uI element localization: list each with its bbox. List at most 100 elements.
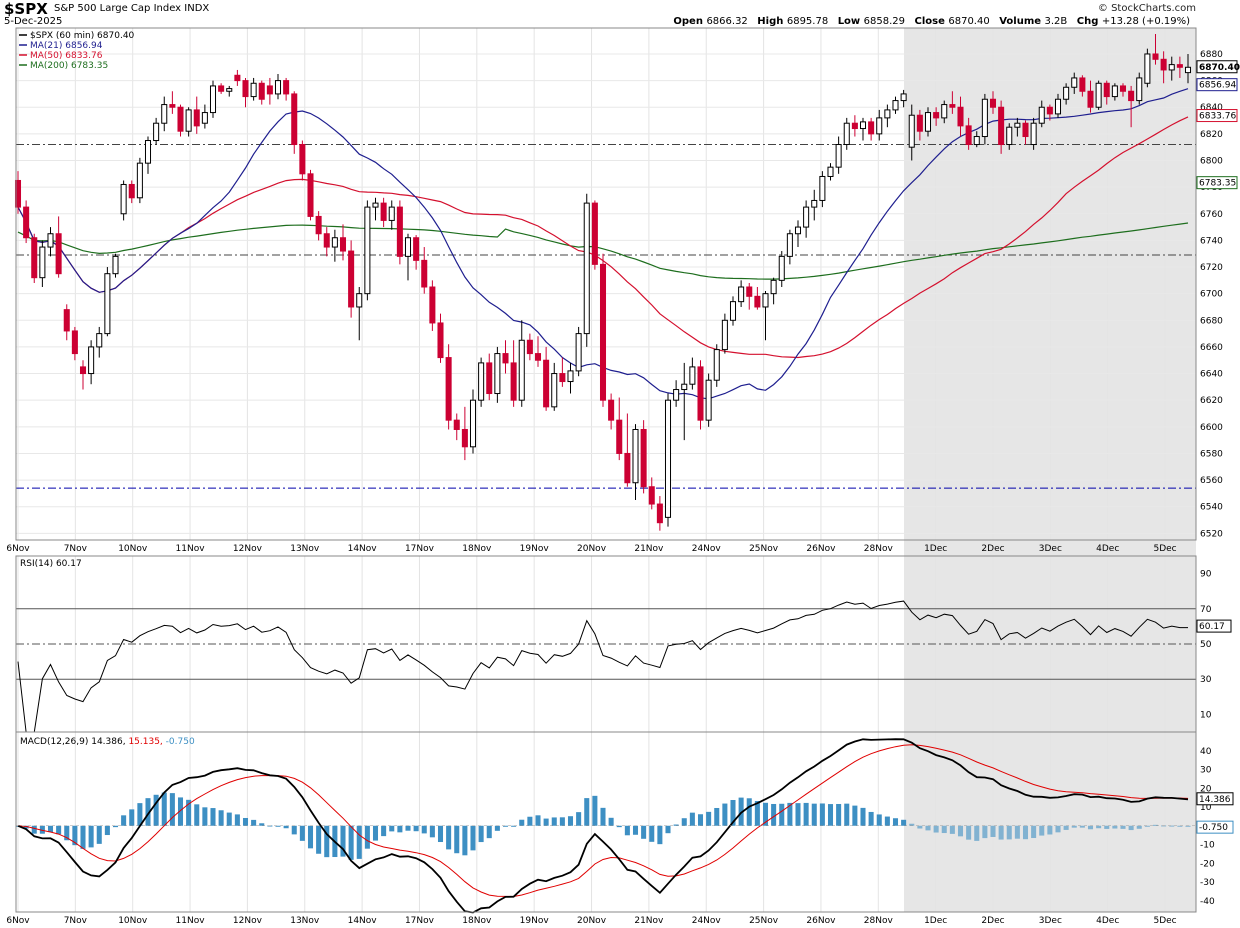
candle-body	[494, 353, 501, 395]
macd-histogram-bar	[917, 825, 923, 829]
macd-histogram-bar	[210, 808, 216, 826]
macd-tick-label: -20	[1200, 859, 1215, 869]
x-tick-label: 4Dec	[1096, 544, 1119, 554]
candle-body	[697, 366, 704, 421]
candle-body	[924, 112, 932, 132]
macd-tick-label: -40	[1200, 897, 1215, 907]
candle-body	[811, 199, 818, 208]
candle-body	[307, 173, 314, 217]
candle-body	[348, 250, 355, 308]
volume-label: Volume	[999, 16, 1042, 27]
candle-body	[14, 179, 22, 208]
y-tick-label: 6700	[1200, 290, 1223, 300]
macd-histogram-bar	[1063, 825, 1069, 830]
macd-tick-label: 40	[1200, 747, 1212, 757]
candle-body	[88, 346, 95, 375]
macd-signal-line	[17, 744, 1189, 898]
y-tick-label: 6800	[1200, 157, 1223, 167]
rsi-line	[17, 600, 1188, 733]
candle-body	[283, 80, 290, 95]
macd-histogram-bar	[202, 807, 208, 826]
macd-histogram-bar	[551, 817, 557, 826]
candle-body	[957, 106, 964, 127]
candle-body	[892, 100, 899, 111]
candle-body	[413, 237, 420, 261]
macd-histogram-bar	[982, 825, 988, 839]
candle-body	[510, 362, 517, 401]
macd-histogram-bar	[486, 825, 492, 839]
last-value-box	[1196, 78, 1238, 92]
candle-body	[185, 109, 192, 132]
x-tick-label: 5Dec	[1153, 916, 1176, 926]
rsi-tick-label: 70	[1200, 605, 1212, 615]
macd-histogram-bar	[852, 805, 858, 826]
macd-histogram-bar	[299, 825, 305, 841]
candle-body	[1136, 77, 1143, 102]
candle-body	[746, 286, 753, 297]
candle-body	[543, 359, 550, 408]
macd-histogram-bar	[1031, 825, 1037, 839]
macd-line	[17, 738, 1189, 914]
candle-body	[136, 162, 143, 199]
low-value: 6858.29	[863, 16, 906, 27]
macd-histogram-bar	[860, 807, 866, 826]
high-label: High	[757, 16, 784, 27]
y-tick-label: 6840	[1200, 103, 1223, 113]
candle-body	[1079, 77, 1086, 92]
x-tick-label: 18Nov	[462, 544, 492, 554]
candle-body	[738, 286, 745, 303]
x-tick-label: 11Nov	[176, 544, 206, 554]
open-label: Open	[673, 16, 703, 27]
macd-histogram-bar	[502, 825, 509, 827]
macd-histogram-bar	[39, 825, 45, 834]
candle-body	[632, 428, 639, 484]
candle-body	[201, 112, 208, 124]
y-tick-label: 6820	[1200, 130, 1223, 140]
y-tick-label: 6520	[1200, 529, 1223, 539]
candle-body	[79, 366, 87, 375]
macd-histogram-bar	[104, 825, 110, 836]
macd-histogram-bar	[722, 803, 728, 826]
macd-legend-signal: 15.135,	[128, 737, 165, 747]
candle-body	[981, 98, 988, 138]
rsi-tick-label: 90	[1200, 570, 1212, 580]
macd-histogram-bar	[949, 825, 955, 834]
x-tick-label: 20Nov	[577, 544, 607, 554]
macd-histogram-bar	[129, 809, 135, 826]
last-value-label: 6870.40	[1199, 63, 1240, 73]
macd-histogram-bar	[88, 825, 94, 848]
x-tick-label: 28Nov	[864, 916, 894, 926]
x-tick-label: 26Nov	[806, 544, 836, 554]
macd-histogram-bar	[884, 816, 890, 826]
y-tick-label: 6620	[1200, 396, 1223, 406]
candle-body	[242, 80, 249, 98]
macd-histogram-bar	[372, 825, 379, 841]
macd-histogram-bar	[771, 803, 777, 826]
macd-histogram-bar	[990, 825, 996, 837]
last-value-box	[1196, 176, 1238, 190]
x-tick-label: 13Nov	[290, 544, 320, 554]
macd-legend: MACD(12,26,9) 14.386, 15.135, -0.750	[20, 737, 195, 747]
macd-histogram-bar	[1169, 825, 1175, 827]
x-tick-label: 25Nov	[749, 916, 779, 926]
candle-body	[608, 399, 615, 421]
y-tick-label: 6600	[1200, 423, 1223, 433]
last-value-box	[1196, 60, 1238, 74]
macd-histogram-bar	[348, 825, 354, 860]
candle-body	[624, 452, 631, 484]
ma200-line	[17, 222, 1189, 280]
macd-histogram-bar	[787, 802, 793, 826]
x-tick-label: 21Nov	[634, 544, 664, 554]
macd-legend-hist: -0.750	[166, 737, 195, 747]
security-name-text: S&P 500 Large Cap Index	[54, 3, 182, 14]
macd-histogram-bar	[1014, 825, 1020, 839]
candle-body	[786, 233, 793, 257]
y-tick-label: 6660	[1200, 343, 1223, 353]
candle-body	[372, 202, 379, 208]
macd-histogram-bar	[941, 825, 947, 834]
macd-histogram-bar	[754, 801, 760, 826]
macd-histogram-bar	[137, 803, 143, 826]
macd-histogram-bar	[405, 825, 411, 831]
candle-body	[234, 74, 241, 82]
candle-body	[209, 85, 217, 114]
